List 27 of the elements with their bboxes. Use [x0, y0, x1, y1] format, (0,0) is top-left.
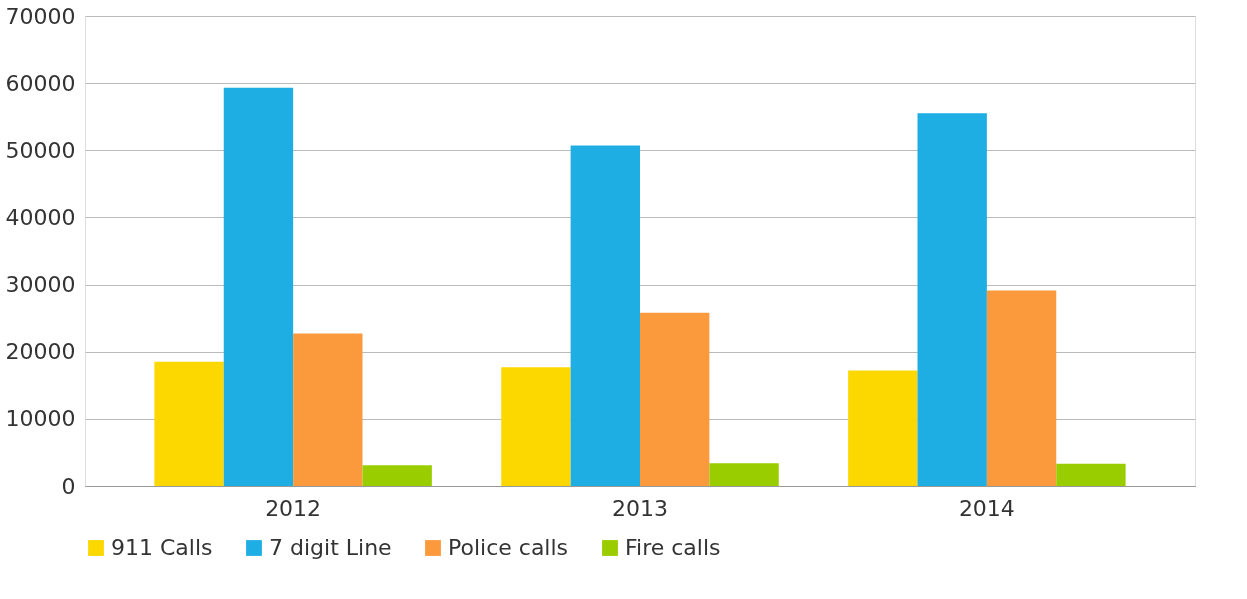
legend-label: Fire calls	[625, 535, 721, 560]
y-tick-label: 60000	[5, 70, 76, 96]
bar	[1056, 463, 1126, 486]
y-tick-label: 0	[61, 473, 76, 499]
legend-label: Police calls	[448, 535, 569, 560]
y-tick-label: 40000	[5, 204, 76, 230]
bar	[986, 290, 1057, 486]
bar	[223, 87, 294, 486]
x-tick-label: 2014	[958, 495, 1015, 521]
y-tick-label: 50000	[5, 137, 76, 163]
bar	[640, 312, 710, 486]
bar	[709, 463, 779, 486]
bar	[917, 113, 987, 486]
bar	[570, 145, 640, 486]
bar	[848, 370, 918, 486]
legend-label: 911 Calls	[111, 535, 213, 560]
y-tick-label: 30000	[5, 272, 76, 298]
x-tick-label: 2012	[265, 495, 322, 521]
bar	[293, 333, 363, 486]
y-tick-label: 70000	[5, 3, 76, 29]
bar	[501, 367, 571, 486]
x-tick-label: 2013	[612, 495, 668, 521]
bar	[362, 465, 432, 486]
y-tick-label: 20000	[5, 339, 76, 365]
bar	[154, 361, 224, 486]
y-tick-label: 10000	[5, 406, 76, 432]
legend-label: 7 digit Line	[269, 535, 392, 560]
